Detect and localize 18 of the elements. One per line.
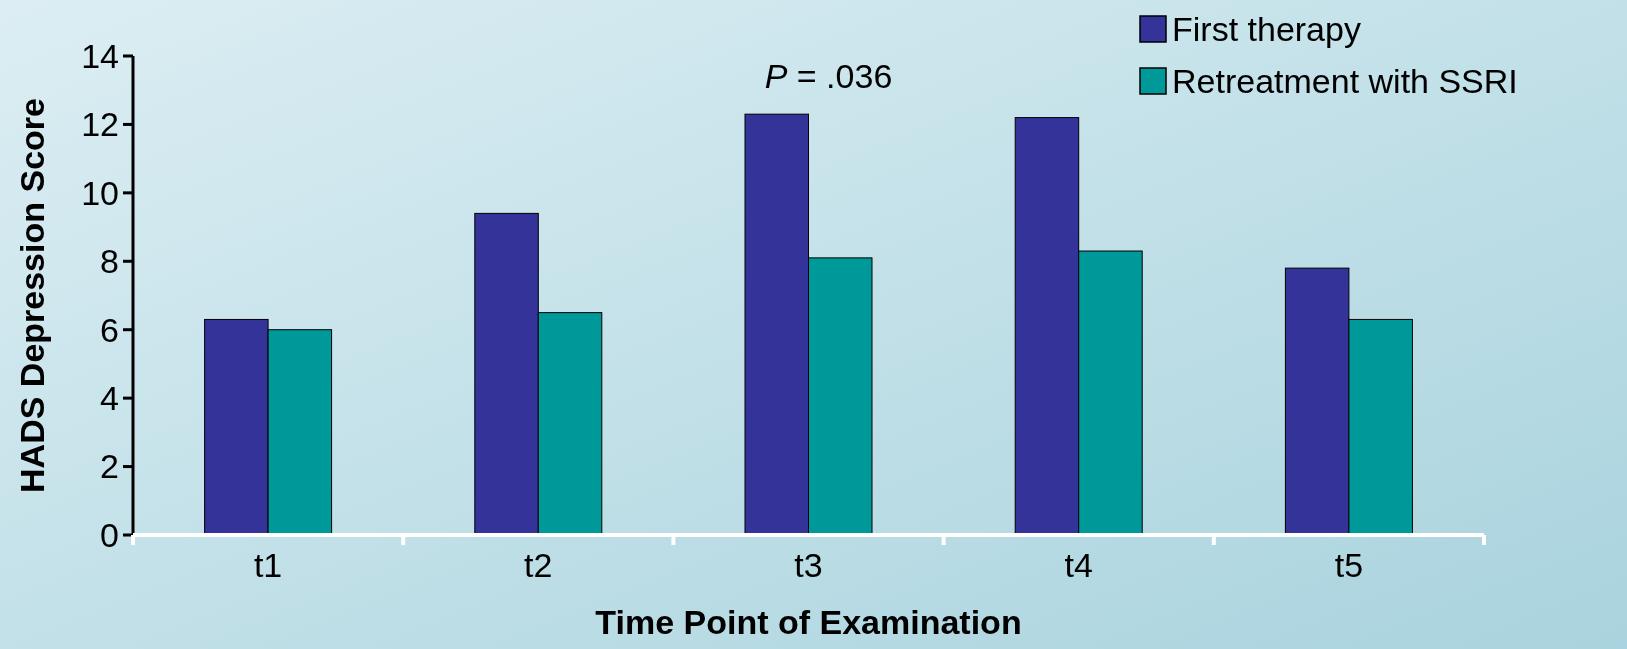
y-tick-label: 6 xyxy=(100,310,119,349)
y-tick-label: 0 xyxy=(100,515,119,554)
x-tick-label: t2 xyxy=(524,546,553,584)
y-tick-label: 14 xyxy=(81,36,119,75)
x-axis-title: Time Point of Examination xyxy=(595,603,1022,641)
y-axis-title: HADS Depression Score xyxy=(13,98,51,493)
y-tick-label: 12 xyxy=(81,105,119,144)
y-tick-label: 10 xyxy=(81,173,119,212)
annotation: P = .036 xyxy=(764,57,893,95)
y-tick-label: 8 xyxy=(100,242,119,281)
x-tick-label: t4 xyxy=(1064,546,1093,584)
legend-label: First therapy xyxy=(1172,9,1361,48)
legend-label: Retreatment with SSRI xyxy=(1172,61,1518,100)
x-tick-label: t3 xyxy=(794,546,823,584)
y-tick-label: 2 xyxy=(100,447,119,486)
y-tick-label: 4 xyxy=(100,379,119,418)
x-tick-label: t1 xyxy=(253,546,283,584)
x-tick-label: t5 xyxy=(1334,546,1364,584)
